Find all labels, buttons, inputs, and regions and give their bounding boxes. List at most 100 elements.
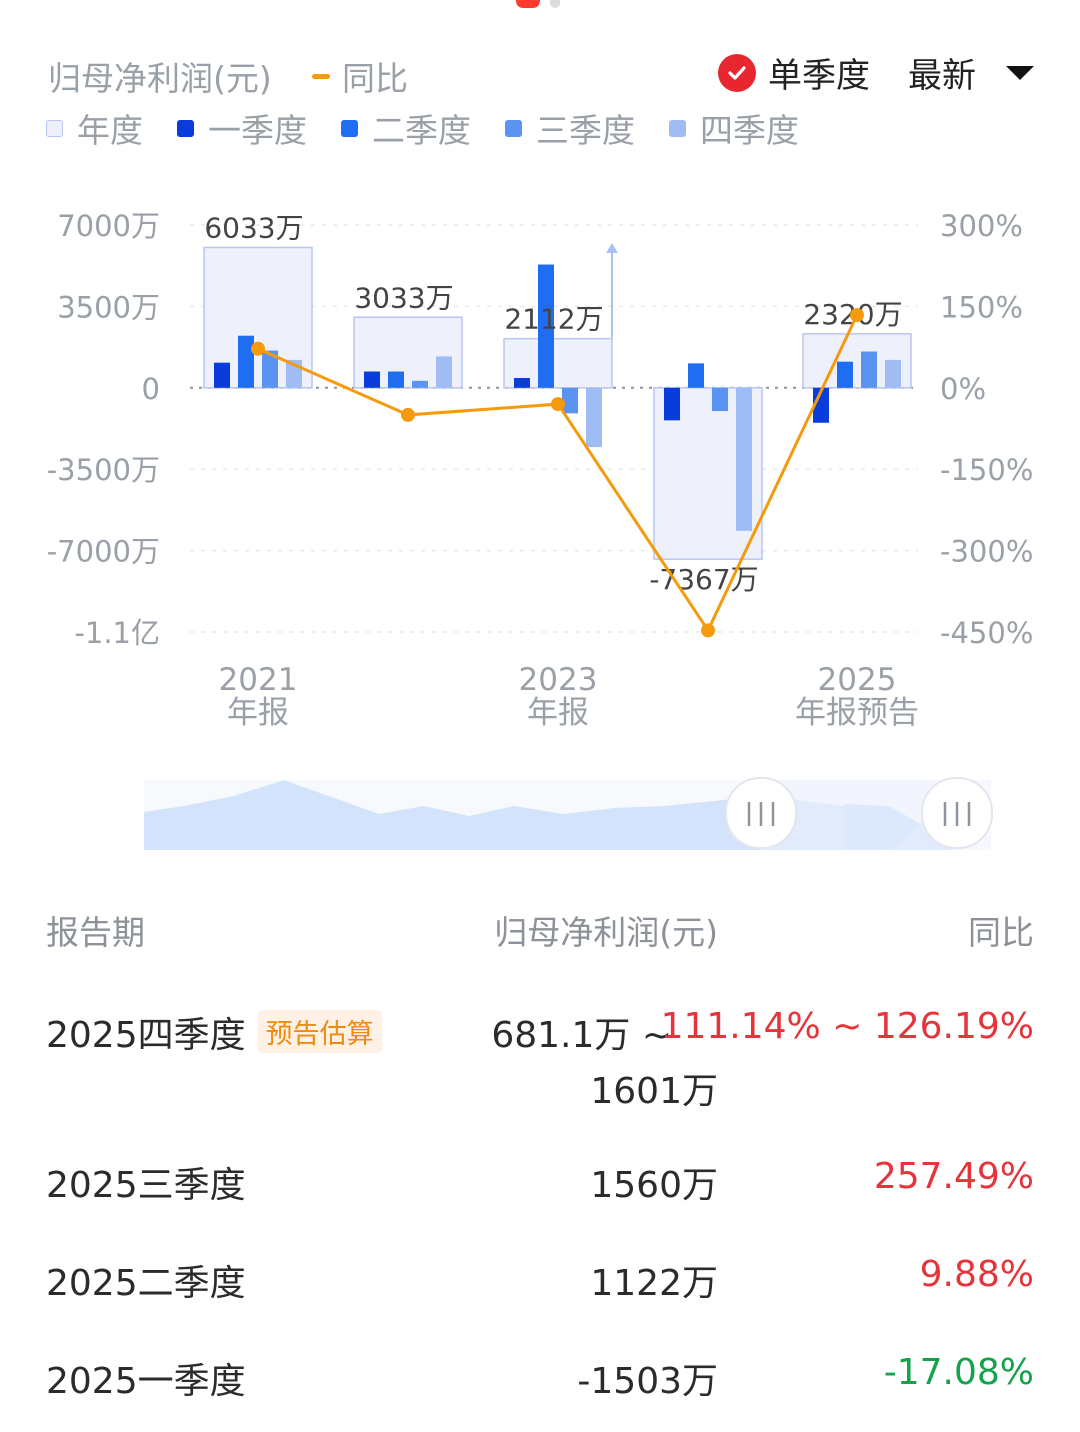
row-period: 2025四季度 预告估算 [46,1006,382,1058]
bar-q4 [436,356,452,388]
navigator-handle-right[interactable] [921,777,993,849]
row-yoy: 9.88% [919,1254,1034,1295]
quarter-toggle[interactable]: 单季度 [718,48,870,97]
right-axis-tick: -450% [940,616,1033,650]
row-yoy: 111.14% ~ 126.19% [660,1006,1034,1047]
yoy-legend[interactable]: 同比 [312,52,408,100]
yoy-point [401,407,415,422]
legend-item-q2[interactable]: 二季度 [341,104,471,152]
row-period: 2025三季度 [46,1165,246,1206]
bar-q2 [688,363,704,388]
page-dot [550,0,560,8]
bar-q2 [238,335,254,388]
yoy-legend-label: 同比 [342,59,408,98]
bar-q3 [562,387,578,414]
x-tick-year: 2021 [219,662,298,698]
row-period: 2025二季度 [46,1263,246,1304]
table-row[interactable]: 2025二季度 1122万 9.88% [46,1254,1034,1352]
chart-header: 归母净利润(元) 同比 单季度 最新 [48,48,1034,98]
annual-value-label: 6033万 [204,211,303,244]
profit-chart[interactable]: 7000万 300% 3500万 150% 0 0% -3500万 -150% -7000万 -3… [0,190,1080,750]
table-row[interactable]: 2025三季度 1560万 257.49% [46,1156,1034,1254]
legend-swatch-q4 [669,119,686,137]
legend-label: 四季度 [700,111,799,150]
bar-q3 [412,380,428,388]
row-profit: 681.1万 ~ [491,1015,672,1056]
yoy-line-swatch [312,73,330,79]
right-axis-tick: -150% [940,453,1033,487]
caret-down-icon [1006,65,1034,80]
header-profit: 归母净利润(元) [494,913,718,952]
latest-dropdown[interactable]: 最新 [908,48,1034,97]
bar-q1 [214,362,230,388]
annual-value-label: 3033万 [354,281,453,314]
legend-item-q4[interactable]: 四季度 [669,104,799,152]
legend-label: 一季度 [208,111,307,150]
right-axis-tick: 150% [940,290,1023,324]
latest-dropdown-label: 最新 [908,56,976,96]
row-profit: 1122万 [590,1263,718,1304]
bar-q2 [837,361,853,388]
table-row[interactable]: 2025一季度 -1503万 -17.08% [46,1352,1034,1432]
bar-q4 [586,387,602,448]
bar-q3 [262,350,278,388]
check-icon [718,53,756,92]
table-header: 报告期 归母净利润(元) 同比 [46,906,1034,958]
annual-value-label: 2112万 [504,303,603,336]
right-axis-tick: 0% [940,372,986,406]
row-period: 2025一季度 [46,1361,246,1402]
left-axis-tick: -3500万 [47,453,160,487]
chart-title: 归母净利润(元) [48,59,272,98]
legend-item-q1[interactable]: 一季度 [177,104,307,152]
left-axis-tick: -7000万 [47,535,160,569]
yoy-point [701,623,715,638]
bar-q3 [712,387,728,412]
x-tick-year: 2025 [818,662,897,698]
row-profit: 1560万 [590,1165,718,1206]
bar-q2 [388,371,404,388]
x-tick-label: 年报预告 [795,695,919,731]
legend-swatch-q3 [505,119,522,137]
legend-item-annual[interactable]: 年度 [46,104,143,152]
bar-q3 [861,351,877,388]
bar-q4 [736,387,752,531]
left-axis-tick: 7000万 [57,209,160,243]
x-tick-year: 2023 [519,662,598,698]
header-period: 报告期 [46,913,145,952]
row-profit: -1503万 [577,1361,718,1402]
row-period-text: 2025四季度 [46,1015,246,1056]
left-axis-tick: 3500万 [57,290,160,324]
page-dot-active [516,0,540,8]
legend-item-q3[interactable]: 三季度 [505,104,635,152]
table-row[interactable]: 2025四季度 预告估算 681.1万 ~ 1601万 111.14% ~ 126… [46,1006,1034,1156]
right-axis-tick: -300% [940,535,1033,569]
legend-label: 三季度 [536,111,635,150]
overflow-arrow-icon [606,243,618,253]
yoy-point [251,341,265,356]
navigator-area [144,780,892,850]
yoy-point [551,397,565,412]
range-navigator[interactable] [124,776,994,852]
page-indicator [516,0,560,8]
right-axis-tick: 300% [940,209,1023,243]
series-legend: 年度 一季度 二季度 三季度 四季度 [46,104,833,152]
row-profit-line2: 1601万 [590,1071,718,1112]
bar-q1 [664,387,680,421]
x-tick-label: 年报 [227,695,289,731]
row-yoy: 257.49% [873,1156,1034,1197]
legend-label: 二季度 [372,111,471,150]
legend-swatch-q1 [177,119,194,137]
bar-q1 [364,371,380,388]
header-yoy: 同比 [968,913,1034,952]
bar-q2 [538,264,554,388]
left-axis-tick: -1.1亿 [74,616,160,650]
legend-swatch-q2 [341,119,358,137]
forecast-tag: 预告估算 [257,1010,382,1053]
profit-table: 报告期 归母净利润(元) 同比 2025四季度 预告估算 681.1万 ~ 160… [46,906,1034,1432]
bar-q1 [514,378,530,388]
x-tick-label: 年报 [527,695,589,731]
legend-swatch-annual [46,119,63,137]
yoy-point [850,308,864,323]
navigator-handle-left[interactable] [725,777,797,849]
quarter-toggle-label: 单季度 [768,56,870,96]
